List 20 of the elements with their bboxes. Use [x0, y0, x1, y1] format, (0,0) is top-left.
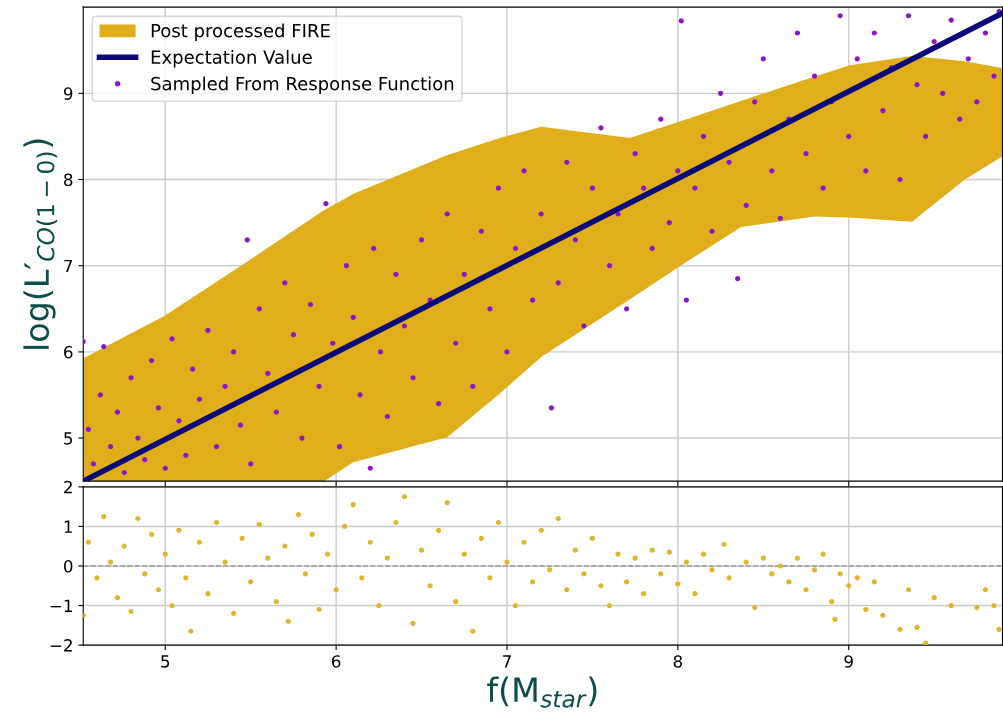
y-axis-title: log(L′$_{CO(1−0)}$) [23, 139, 58, 349]
y-tick-label: −1 [50, 599, 72, 612]
y-tick-label: 2 [64, 480, 72, 494]
y-tick-label: 0 [64, 559, 73, 573]
x-tick-label: 7 [503, 655, 511, 668]
y-tick-label: 1 [64, 520, 72, 533]
y-tick-label: 9 [63, 87, 73, 100]
x-axis-title: f(M$_{star}$) [487, 676, 597, 708]
y-tick-label: 6 [64, 345, 73, 359]
legend-label: Sampled From Response Function [151, 76, 454, 94]
x-tick-label: 5 [161, 655, 170, 668]
y-tick-label: 5 [64, 432, 73, 445]
legend-label: Expectation Value [151, 49, 312, 68]
x-tick-label: 6 [331, 655, 341, 668]
legend-label: Post processed FIRE [151, 23, 330, 41]
x-tick-label: 9 [844, 655, 853, 668]
y-tick-label: −2 [50, 639, 72, 652]
x-tick-label: 8 [673, 655, 683, 668]
y-tick-label: 7 [64, 259, 73, 273]
y-tick-label: 8 [64, 173, 73, 187]
